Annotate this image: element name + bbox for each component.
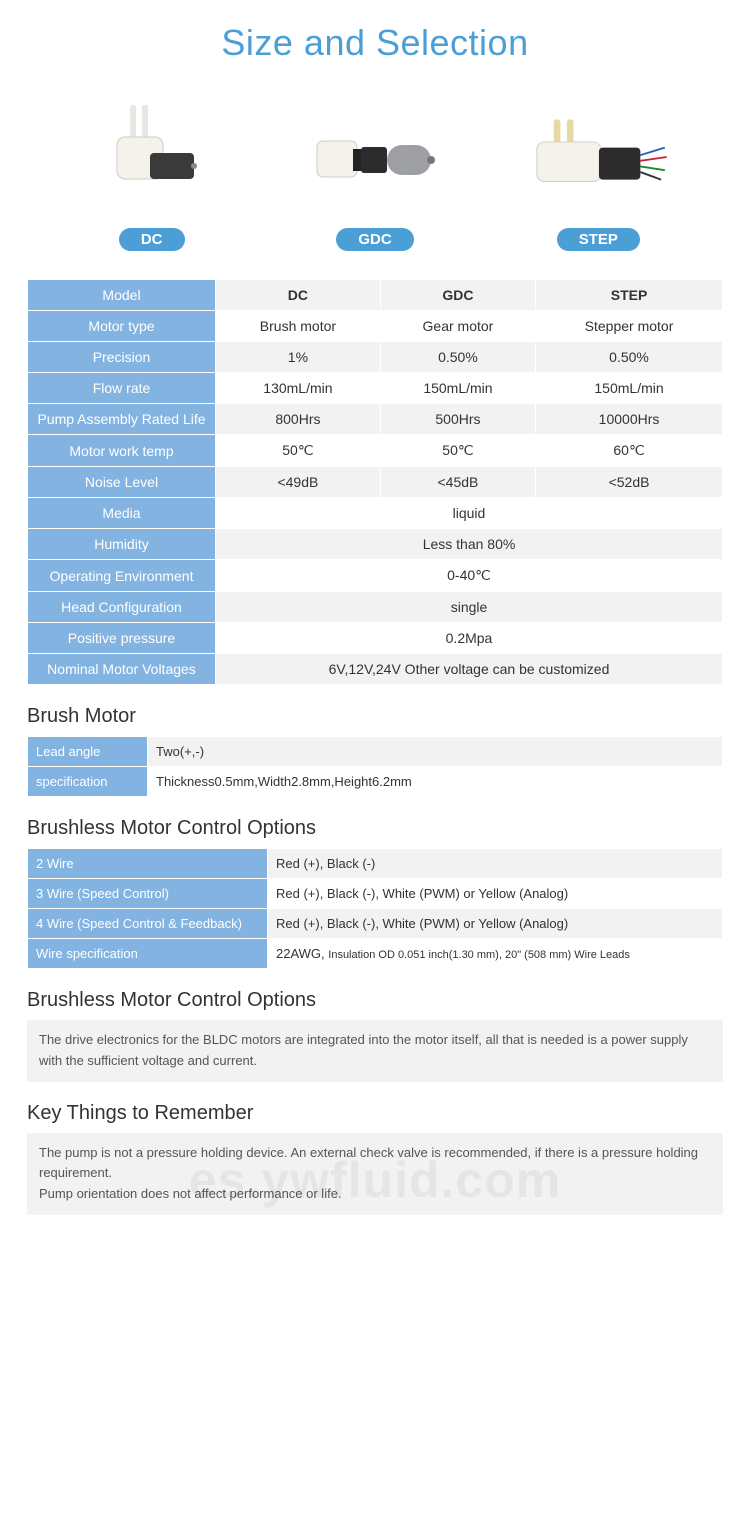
spec-header-col: GDC bbox=[380, 280, 535, 311]
brush-motor-table: Lead angleTwo(+,-)specificationThickness… bbox=[27, 736, 723, 797]
spec-header-label: Model bbox=[28, 280, 216, 311]
table-row: Head Configurationsingle bbox=[28, 592, 723, 623]
spec-row-label: Noise Level bbox=[28, 467, 216, 498]
spec-header-col: STEP bbox=[536, 280, 723, 311]
spec-row-value: 0.50% bbox=[380, 342, 535, 373]
spec-row-value: 50℃ bbox=[380, 435, 535, 467]
row-key: specification bbox=[28, 767, 148, 797]
product-image-step bbox=[518, 92, 678, 222]
spec-row-value: 6V,12V,24V Other voltage can be customiz… bbox=[216, 654, 723, 685]
spec-row-label: Flow rate bbox=[28, 373, 216, 404]
table-row: Wire specification22AWG, Insulation OD 0… bbox=[28, 939, 723, 969]
page-title: Size and Selection bbox=[0, 0, 750, 92]
spec-row-value: 0.2Mpa bbox=[216, 623, 723, 654]
spec-row-value: 50℃ bbox=[216, 435, 381, 467]
bmco-title: Brushless Motor Control Options bbox=[27, 817, 750, 840]
products-row: DC GDC STEP bbox=[0, 92, 750, 263]
row-key: Lead angle bbox=[28, 737, 148, 767]
spec-row-value: 800Hrs bbox=[216, 404, 381, 435]
table-row: Positive pressure0.2Mpa bbox=[28, 623, 723, 654]
spec-row-value: <45dB bbox=[380, 467, 535, 498]
spec-row-value: 1% bbox=[216, 342, 381, 373]
spec-row-value: 0.50% bbox=[536, 342, 723, 373]
row-key: 4 Wire (Speed Control & Feedback) bbox=[28, 909, 268, 939]
spec-row-label: Precision bbox=[28, 342, 216, 373]
spec-row-label: Media bbox=[28, 498, 216, 529]
bmco-note-text: The drive electronics for the BLDC motor… bbox=[27, 1020, 723, 1082]
product-image-gdc bbox=[295, 92, 455, 222]
spec-row-label: Motor work temp bbox=[28, 435, 216, 467]
spec-table: ModelDCGDCSTEPMotor typeBrush motorGear … bbox=[27, 279, 723, 685]
spec-header-col: DC bbox=[216, 280, 381, 311]
product-badge-gdc: GDC bbox=[336, 228, 413, 251]
bmco-table: 2 WireRed (+), Black (-)3 Wire (Speed Co… bbox=[27, 848, 723, 969]
spec-row-value: Gear motor bbox=[380, 311, 535, 342]
table-row: Operating Environment0-40℃ bbox=[28, 560, 723, 592]
spec-row-value: 150mL/min bbox=[380, 373, 535, 404]
spec-row-label: Nominal Motor Voltages bbox=[28, 654, 216, 685]
row-value: Red (+), Black (-) bbox=[268, 849, 723, 879]
row-value: Red (+), Black (-), White (PWM) or Yello… bbox=[268, 879, 723, 909]
row-key: 2 Wire bbox=[28, 849, 268, 879]
table-row: 3 Wire (Speed Control)Red (+), Black (-)… bbox=[28, 879, 723, 909]
table-row: Motor work temp50℃50℃60℃ bbox=[28, 435, 723, 467]
table-row: Nominal Motor Voltages6V,12V,24V Other v… bbox=[28, 654, 723, 685]
product-badge-step: STEP bbox=[557, 228, 640, 251]
spec-row-value: <52dB bbox=[536, 467, 723, 498]
table-row: 4 Wire (Speed Control & Feedback)Red (+)… bbox=[28, 909, 723, 939]
table-row: 2 WireRed (+), Black (-) bbox=[28, 849, 723, 879]
row-value: Two(+,-) bbox=[148, 737, 723, 767]
table-row: Motor typeBrush motorGear motorStepper m… bbox=[28, 311, 723, 342]
row-value: Thickness0.5mm,Width2.8mm,Height6.2mm bbox=[148, 767, 723, 797]
note-line: The pump is not a pressure holding devic… bbox=[39, 1143, 711, 1185]
table-row: Flow rate130mL/min150mL/min150mL/min bbox=[28, 373, 723, 404]
brush-motor-title: Brush Motor bbox=[27, 705, 750, 728]
spec-row-value: Less than 80% bbox=[216, 529, 723, 560]
spec-row-value: 130mL/min bbox=[216, 373, 381, 404]
spec-row-label: Pump Assembly Rated Life bbox=[28, 404, 216, 435]
note-line: Pump orientation does not affect perform… bbox=[39, 1184, 711, 1205]
row-value: 22AWG, Insulation OD 0.051 inch(1.30 mm)… bbox=[268, 939, 723, 969]
table-row: Precision1%0.50%0.50% bbox=[28, 342, 723, 373]
row-value: Red (+), Black (-), White (PWM) or Yello… bbox=[268, 909, 723, 939]
spec-row-value: Stepper motor bbox=[536, 311, 723, 342]
spec-row-label: Motor type bbox=[28, 311, 216, 342]
key-things-box: The pump is not a pressure holding devic… bbox=[27, 1133, 723, 1215]
product-image-dc bbox=[72, 92, 232, 222]
spec-row-label: Positive pressure bbox=[28, 623, 216, 654]
spec-row-value: 60℃ bbox=[536, 435, 723, 467]
spec-row-label: Head Configuration bbox=[28, 592, 216, 623]
product-gdc: GDC bbox=[263, 92, 486, 251]
bmco-note-title: Brushless Motor Control Options bbox=[27, 989, 750, 1012]
spec-row-value: 0-40℃ bbox=[216, 560, 723, 592]
product-badge-dc: DC bbox=[119, 228, 185, 251]
spec-row-label: Humidity bbox=[28, 529, 216, 560]
spec-row-value: 150mL/min bbox=[536, 373, 723, 404]
product-dc: DC bbox=[40, 92, 263, 251]
row-key: Wire specification bbox=[28, 939, 268, 969]
spec-row-value: <49dB bbox=[216, 467, 381, 498]
row-key: 3 Wire (Speed Control) bbox=[28, 879, 268, 909]
spec-row-value: single bbox=[216, 592, 723, 623]
table-row: Noise Level<49dB<45dB<52dB bbox=[28, 467, 723, 498]
spec-row-value: 10000Hrs bbox=[536, 404, 723, 435]
spec-row-label: Operating Environment bbox=[28, 560, 216, 592]
table-row: HumidityLess than 80% bbox=[28, 529, 723, 560]
spec-row-value: liquid bbox=[216, 498, 723, 529]
spec-row-value: Brush motor bbox=[216, 311, 381, 342]
table-row: Lead angleTwo(+,-) bbox=[28, 737, 723, 767]
table-row: Medialiquid bbox=[28, 498, 723, 529]
key-things-title: Key Things to Remember bbox=[27, 1102, 750, 1125]
table-row: Pump Assembly Rated Life800Hrs500Hrs1000… bbox=[28, 404, 723, 435]
spec-row-value: 500Hrs bbox=[380, 404, 535, 435]
product-step: STEP bbox=[487, 92, 710, 251]
table-row: specificationThickness0.5mm,Width2.8mm,H… bbox=[28, 767, 723, 797]
